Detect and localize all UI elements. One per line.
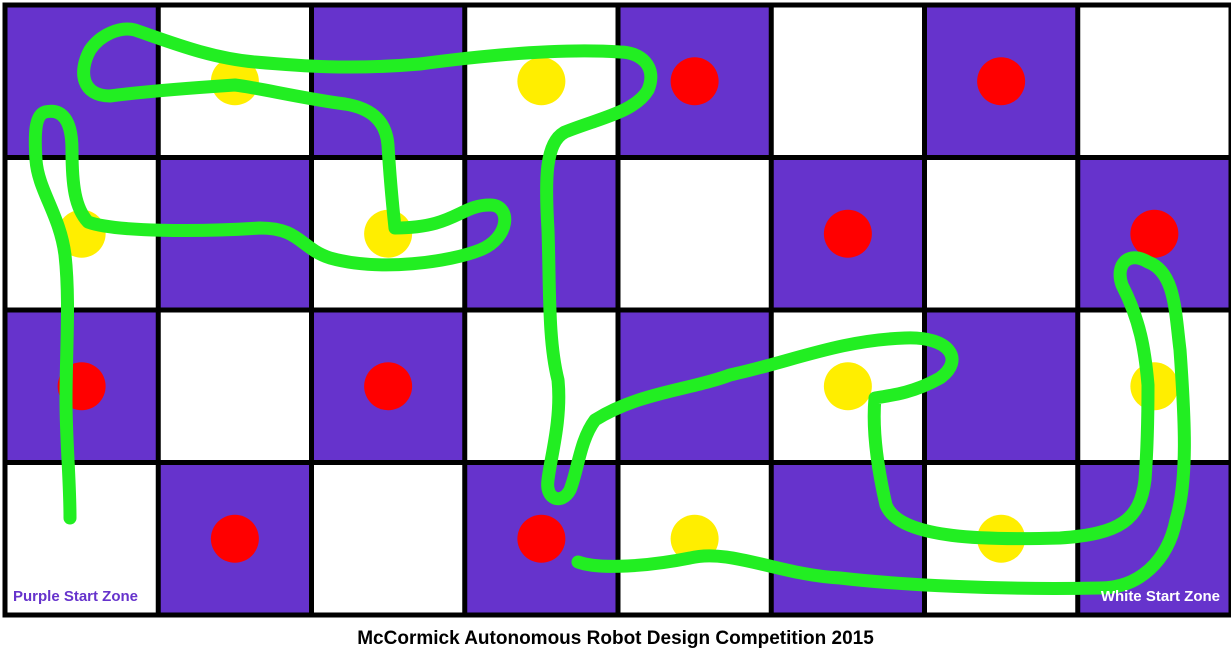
white-cell-r1-c4 bbox=[618, 157, 772, 310]
red-dot-r3-c1 bbox=[210, 514, 259, 563]
white-cell-r0-c7 bbox=[1077, 5, 1231, 158]
zone-labels: Purple Start Zone White Start Zone bbox=[13, 588, 1220, 605]
robot-path-line bbox=[28, 22, 1191, 595]
robot-path bbox=[28, 22, 1191, 595]
figure-caption: McCormick Autonomous Robot Design Compet… bbox=[357, 628, 874, 649]
red-dot-r1-c7 bbox=[1130, 209, 1179, 258]
white-cell-r1-c6 bbox=[924, 157, 1078, 310]
red-dot-r3-c3 bbox=[517, 514, 566, 563]
red-dot-r2-c2 bbox=[364, 362, 413, 411]
red-dot-r1-c5 bbox=[823, 209, 872, 258]
red-dot-r0-c4 bbox=[670, 57, 719, 106]
red-dot-r0-c6 bbox=[977, 57, 1026, 106]
purple-cell-r3-c5 bbox=[771, 462, 925, 615]
white-cell-r0-c5 bbox=[771, 5, 925, 158]
purple-start-zone-label: Purple Start Zone bbox=[13, 588, 138, 605]
board-cells bbox=[5, 5, 1231, 615]
white-cell-r2-c3 bbox=[464, 310, 618, 463]
yellow-dot-r0-c3 bbox=[517, 57, 566, 106]
yellow-dot-r2-c5 bbox=[823, 362, 872, 411]
white-cell-r3-c0 bbox=[5, 462, 159, 615]
white-cell-r2-c1 bbox=[158, 310, 312, 463]
white-cell-r3-c2 bbox=[311, 462, 465, 615]
purple-cell-r2-c6 bbox=[924, 310, 1078, 463]
white-start-zone-label: White Start Zone bbox=[1101, 588, 1220, 605]
